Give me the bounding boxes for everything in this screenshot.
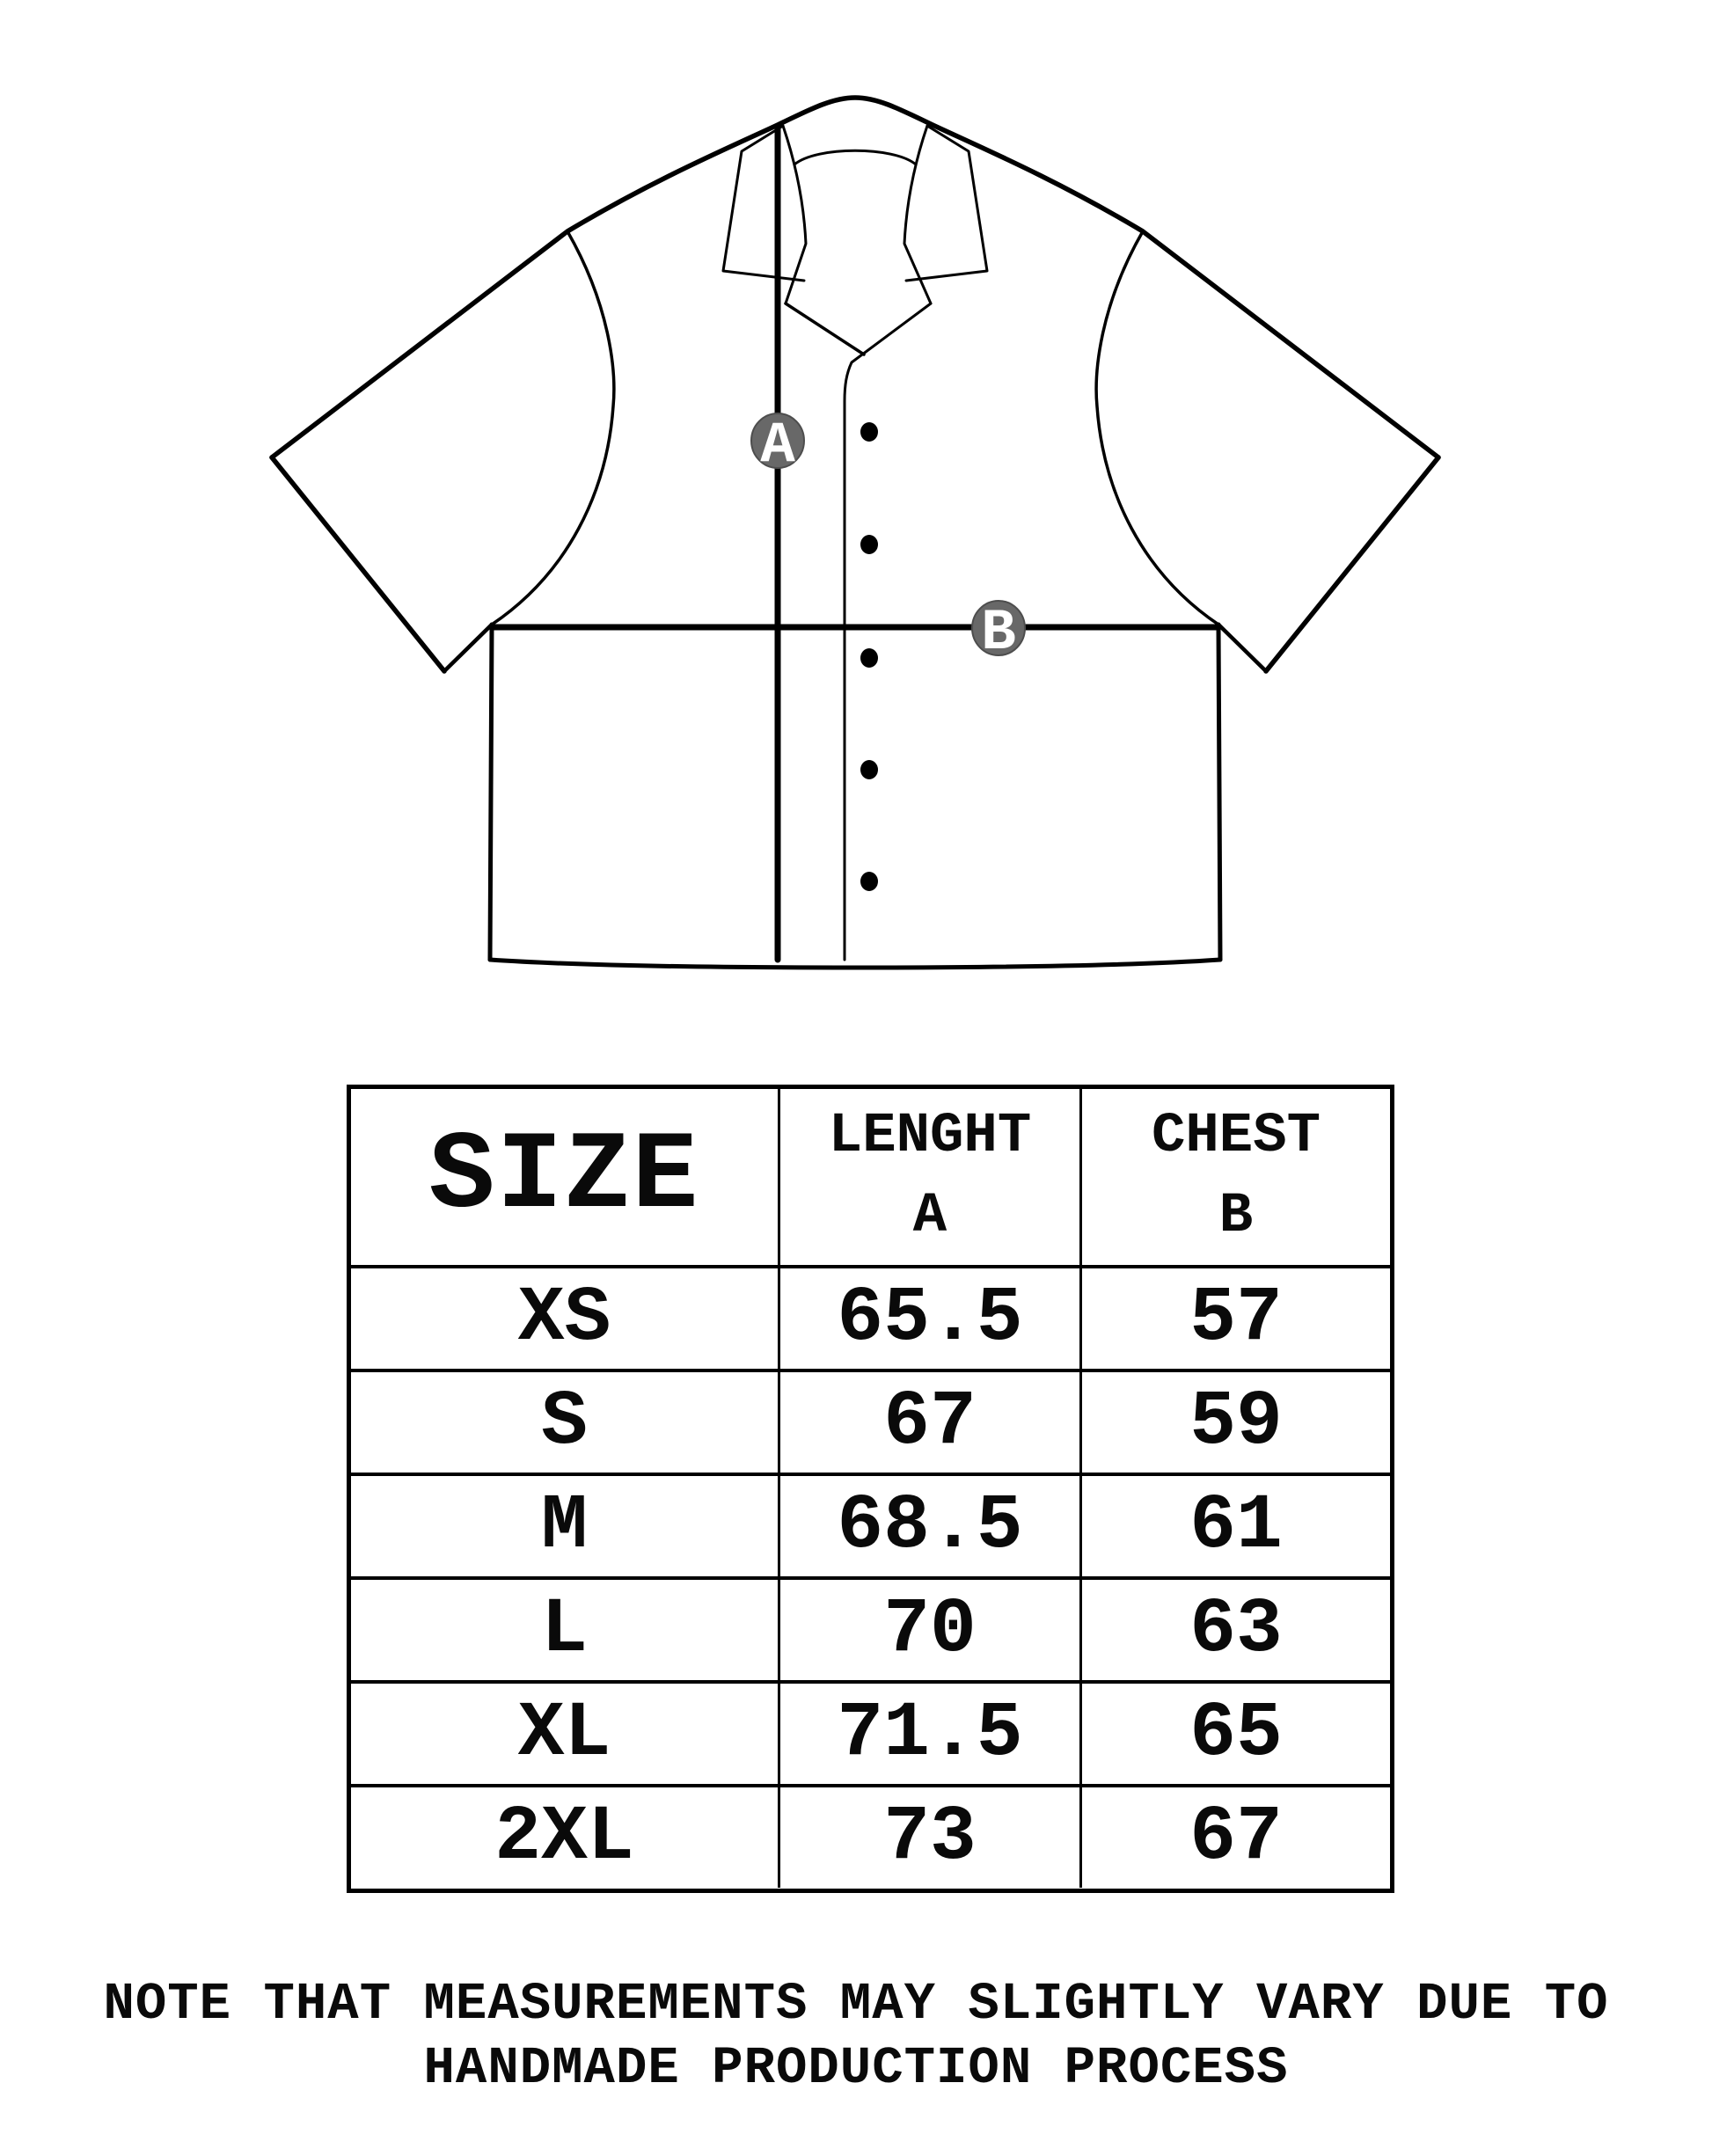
length-header-sub: A — [912, 1185, 947, 1248]
size-value: S — [541, 1378, 588, 1466]
back-collar-curve — [793, 149, 918, 166]
table-row-length: 73 — [778, 1784, 1079, 1888]
size-value: M — [541, 1482, 588, 1570]
button-column — [860, 422, 878, 891]
measurement-note-line2: HANDMADE PRODUCTION PROCESS — [423, 2039, 1289, 2098]
table-row-chest: 59 — [1079, 1369, 1390, 1473]
table-row-chest: 67 — [1079, 1784, 1390, 1888]
length-value: 73 — [883, 1794, 977, 1882]
length-value: 71.5 — [837, 1690, 1023, 1778]
table-row-size-label: S — [351, 1369, 778, 1473]
chest-header-label: CHEST — [1151, 1104, 1321, 1168]
table-row-chest: 57 — [1079, 1265, 1390, 1369]
button-1 — [860, 422, 878, 442]
chest-value: 61 — [1189, 1482, 1283, 1570]
right-lapel-edge-and-placket — [843, 302, 933, 961]
chest-column-header: CHEST B — [1079, 1089, 1390, 1265]
marker-b: B — [971, 600, 1026, 666]
measurement-note-line1: NOTE THAT MEASUREMENTS MAY SLIGHTLY VARY… — [103, 1975, 1609, 2034]
chest-value: 63 — [1189, 1586, 1283, 1674]
marker-b-label: B — [981, 600, 1016, 666]
right-body-side — [1216, 622, 1223, 962]
size-value: L — [541, 1586, 588, 1674]
size-value: 2XL — [494, 1794, 634, 1882]
length-value: 68.5 — [837, 1482, 1023, 1570]
hem-line — [487, 957, 1223, 970]
chest-value: 57 — [1189, 1275, 1283, 1363]
size-value: XL — [517, 1690, 611, 1778]
table-row-chest: 65 — [1079, 1680, 1390, 1784]
table-row-chest: 63 — [1079, 1576, 1390, 1680]
button-3 — [860, 648, 878, 668]
table-row-length: 70 — [778, 1576, 1079, 1680]
shirt-shoulder-outline — [269, 95, 1441, 460]
chest-header-sub: B — [1218, 1185, 1254, 1248]
marker-b-circle — [971, 600, 1026, 656]
table-row-length: 71.5 — [778, 1680, 1079, 1784]
right-lapel-fold — [903, 124, 933, 305]
measurement-note: NOTE THAT MEASUREMENTS MAY SLIGHTLY VARY… — [0, 1972, 1712, 2101]
table-row-size-label: M — [351, 1473, 778, 1576]
left-body-side — [487, 622, 494, 962]
left-sleeve-cuff — [269, 455, 447, 674]
marker-a-label: A — [760, 413, 795, 479]
length-header-label: LENGHT — [828, 1104, 1032, 1168]
left-underarm-seam — [442, 622, 494, 674]
length-value: 65.5 — [837, 1275, 1023, 1363]
left-collar-leaf — [721, 124, 806, 282]
length-column-header: LENGHT A — [778, 1089, 1079, 1265]
right-underarm-seam — [1216, 622, 1269, 674]
table-row-size-label: 2XL — [351, 1784, 778, 1888]
right-armhole-curve — [1094, 230, 1220, 626]
length-value: 67 — [883, 1378, 977, 1466]
length-value: 70 — [883, 1586, 977, 1674]
size-value: XS — [517, 1275, 611, 1363]
button-2 — [860, 535, 878, 554]
size-header-label: SIZE — [428, 1115, 700, 1239]
left-lapel-inner-edge — [784, 302, 866, 356]
marker-a: A — [750, 413, 805, 479]
size-column-header: SIZE — [351, 1089, 778, 1265]
table-row-chest: 61 — [1079, 1473, 1390, 1576]
button-5 — [860, 872, 878, 891]
chest-value: 65 — [1189, 1690, 1283, 1778]
left-armhole-curve — [490, 230, 616, 626]
right-sleeve-cuff — [1263, 455, 1441, 674]
chest-value: 67 — [1189, 1794, 1283, 1882]
table-row-length: 67 — [778, 1369, 1079, 1473]
button-4 — [860, 760, 878, 779]
table-row-size-label: L — [351, 1576, 778, 1680]
table-row-size-label: XS — [351, 1265, 778, 1369]
right-collar-leaf — [904, 124, 989, 282]
table-row-length: 68.5 — [778, 1473, 1079, 1576]
chest-value: 59 — [1189, 1378, 1283, 1466]
marker-a-circle — [750, 413, 805, 469]
size-table: SIZE LENGHT A CHEST B XS 65.5 57 S 67 59… — [347, 1085, 1394, 1893]
table-row-length: 65.5 — [778, 1265, 1079, 1369]
table-row-size-label: XL — [351, 1680, 778, 1784]
left-lapel-fold — [781, 124, 808, 305]
